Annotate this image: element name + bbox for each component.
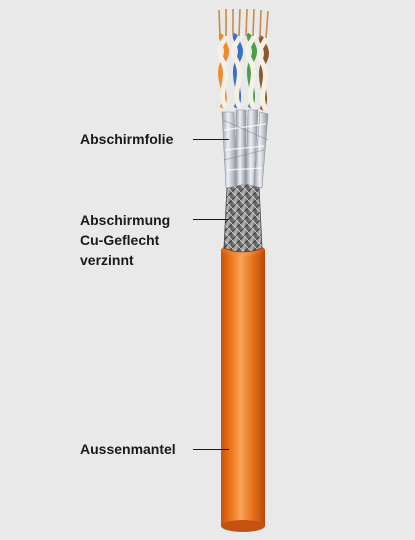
leader-line-foil-shield	[193, 139, 229, 140]
label-foil-shield: Abschirmfolie	[80, 129, 173, 149]
label-foil-shield-text: Abschirmfolie	[80, 131, 174, 147]
copper-conductors	[218, 8, 269, 39]
label-copper-braid: Abschirmung Cu-Geflecht verzinnt	[80, 210, 170, 270]
label-copper-braid-line-2: Cu-Geflecht	[80, 232, 160, 248]
leader-line-outer-jacket	[193, 449, 229, 450]
copper-braid-shield	[223, 181, 263, 253]
outer-jacket	[221, 244, 265, 532]
leader-line-copper-braid	[193, 219, 229, 220]
label-outer-jacket-text: Aussenmantel	[80, 441, 176, 457]
foil-shield	[221, 109, 269, 189]
twisted-pairs	[217, 32, 269, 112]
label-copper-braid-line-3: verzinnt	[80, 252, 134, 268]
label-copper-braid-line-1: Abschirmung	[80, 212, 171, 228]
label-outer-jacket: Aussenmantel	[80, 439, 176, 459]
